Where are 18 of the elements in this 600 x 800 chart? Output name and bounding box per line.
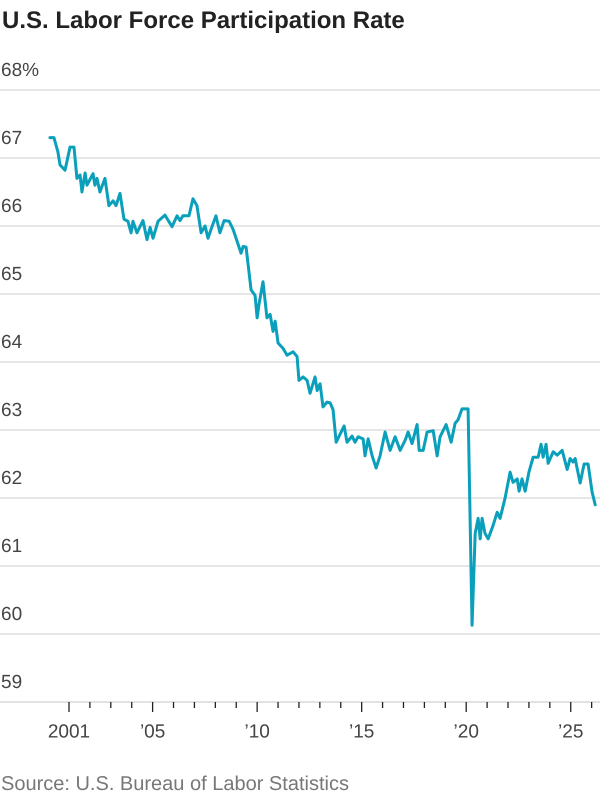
- y-tick-label: 61: [1, 536, 22, 557]
- x-tick-label: 2001: [48, 721, 90, 742]
- x-tick-label: ’05: [140, 721, 166, 742]
- y-tick-label: 64: [1, 332, 23, 353]
- y-tick-label: 59: [1, 672, 22, 693]
- y-tick-label: 66: [1, 196, 22, 217]
- y-tick-label: 68%: [1, 60, 40, 81]
- x-tick-label: ’25: [558, 721, 584, 742]
- x-tick-label: ’10: [244, 721, 270, 742]
- y-tick-label: 65: [1, 264, 22, 285]
- y-tick-label: 60: [1, 604, 22, 625]
- y-tick-label: 67: [1, 128, 22, 149]
- x-tick-label: ’20: [454, 721, 479, 742]
- y-tick-label: 62: [1, 468, 22, 489]
- x-tick-label: ’15: [348, 721, 374, 742]
- source-note: Source: U.S. Bureau of Labor Statistics: [1, 773, 349, 795]
- y-tick-label: 63: [1, 400, 22, 421]
- chart-title: U.S. Labor Force Participation Rate: [2, 7, 405, 34]
